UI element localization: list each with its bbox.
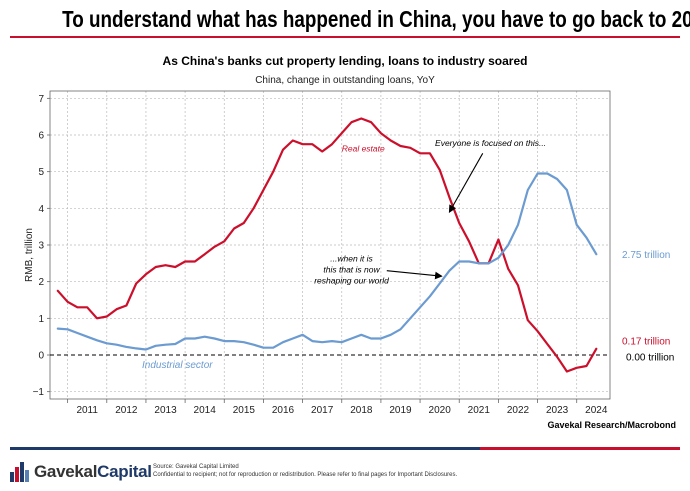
series-line-real-estate xyxy=(56,117,598,373)
x-tick-label: 2014 xyxy=(194,405,217,416)
source-line-1: Source: Gavekal Capital Limited xyxy=(153,464,239,470)
footer-bar-blue xyxy=(10,447,480,450)
y-tick-label: 7 xyxy=(38,94,44,105)
x-tick-label: 2024 xyxy=(585,405,608,416)
x-tick-label: 2017 xyxy=(311,405,334,416)
y-tick-label: 6 xyxy=(38,131,44,142)
logo-brand: Gavekal xyxy=(34,462,98,481)
y-tick-label: 3 xyxy=(38,241,44,252)
y-tick-label: 4 xyxy=(38,204,44,215)
x-tick-label: 2020 xyxy=(429,405,452,416)
label-real-estate: Real estate xyxy=(342,144,385,154)
y-tick-label: 5 xyxy=(38,167,44,178)
x-tick-label: 2019 xyxy=(389,405,412,416)
x-axis-ticks: 2011 2012 2013 2014 2015 2016 2017 2018 2019 2020… xyxy=(67,399,608,416)
gavekal-logo: GavekalCapital xyxy=(10,460,152,484)
annotation-reshaping-arrow xyxy=(386,270,443,280)
grid-lines xyxy=(50,91,610,399)
headline: To understand what has happened in China… xyxy=(62,6,690,32)
x-tick-label: 2016 xyxy=(272,405,295,416)
x-tick-label: 2018 xyxy=(350,405,373,416)
footer-bar-red xyxy=(480,447,680,450)
chart-credit: Gavekal Research/Macrobond xyxy=(547,420,676,430)
x-tick-label: 2015 xyxy=(233,405,256,416)
series-lines xyxy=(56,117,598,373)
logo-mark-icon xyxy=(10,462,29,482)
end-value-real-estate: 0.17 trillion xyxy=(622,336,670,347)
annotation-reshaping-text: reshaping our world xyxy=(314,276,389,286)
y-axis-title: RMB, trillion xyxy=(24,228,35,282)
label-industrial-sector: Industrial sector xyxy=(142,360,213,371)
logo-brand-suffix: Capital xyxy=(97,462,152,481)
x-tick-label: 2021 xyxy=(468,405,491,416)
annotation-reshaping-text: this that is now xyxy=(323,265,380,275)
series-line-industrial xyxy=(56,172,598,351)
x-tick-label: 2012 xyxy=(115,405,138,416)
chart-subtitle: China, change in outstanding loans, YoY xyxy=(255,75,435,86)
series-labels: Real estate Industrial sector 2.75 trillio… xyxy=(142,144,674,371)
end-value-zero: 0.00 trillion xyxy=(626,353,674,364)
x-tick-label: 2023 xyxy=(546,405,569,416)
end-value-industrial: 2.75 trillion xyxy=(622,250,670,261)
source-note: Source: Gavekal Capital Limited Confiden… xyxy=(153,463,457,479)
y-tick-label: 1 xyxy=(38,314,44,325)
x-tick-label: 2022 xyxy=(507,405,530,416)
headline-rule xyxy=(10,36,680,38)
x-tick-label: 2011 xyxy=(76,405,98,416)
annotation-focus-arrow xyxy=(448,153,484,213)
logo-text: GavekalCapital xyxy=(34,462,152,482)
x-tick-label: 2013 xyxy=(154,405,177,416)
y-tick-label: 0 xyxy=(38,351,44,362)
y-axis-ticks: −1 0 1 2 3 4 5 6 7 RMB, trillion xyxy=(24,94,50,398)
annotations: Everyone is focused on this... ...when it… xyxy=(314,138,546,286)
y-tick-label: 2 xyxy=(38,277,44,288)
source-line-2: Confidential to recipient; not for repro… xyxy=(153,472,458,478)
annotation-focus-text: Everyone is focused on this... xyxy=(435,138,546,148)
y-tick-label: −1 xyxy=(33,387,45,398)
chart-title: As China's banks cut property lending, l… xyxy=(162,54,528,68)
annotation-reshaping-text: ...when it is xyxy=(330,254,373,264)
